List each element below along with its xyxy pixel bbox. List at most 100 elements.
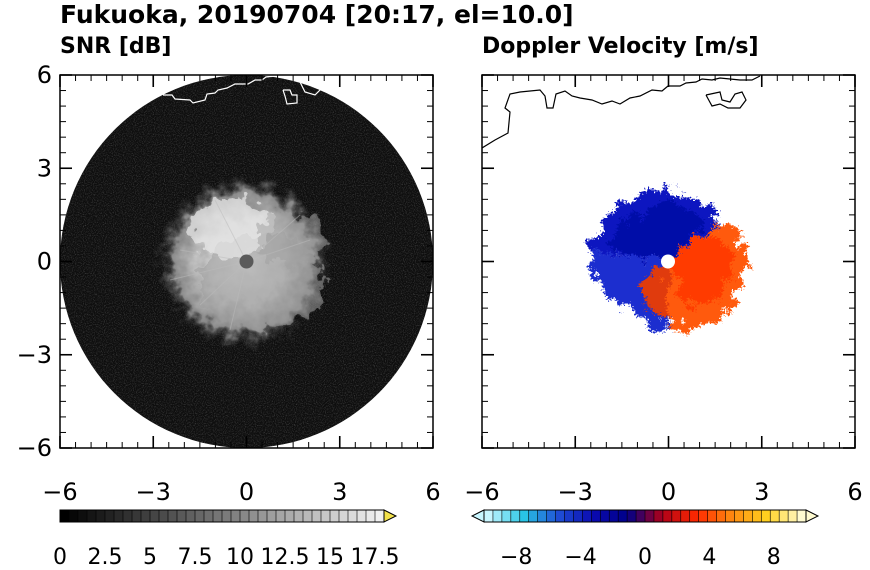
velocity-colorbar bbox=[470, 509, 820, 523]
snr-colorbar-segment bbox=[375, 510, 385, 522]
velocity-colorbar-segment bbox=[662, 510, 673, 522]
x-tick-label: 6 bbox=[847, 478, 862, 506]
velocity-colorbar-segment bbox=[609, 510, 619, 522]
x-tick-label: −3 bbox=[136, 478, 171, 506]
velocity-colorbar-segment bbox=[528, 510, 539, 522]
snr-colorbar-segment bbox=[177, 510, 187, 522]
snr-colorbar-segment bbox=[312, 510, 322, 522]
velocity-echo bbox=[590, 188, 748, 330]
figure-title: Fukuoka, 20190704 [20:17, el=10.0] bbox=[60, 0, 574, 29]
snr-colorbar-segment bbox=[141, 510, 151, 522]
velocity-colorbar-segment bbox=[519, 510, 530, 522]
velocity-colorbar-extend-min bbox=[470, 509, 485, 523]
velocity-panel-title: Doppler Velocity [m/s] bbox=[482, 34, 759, 59]
velocity-colorbar-segment bbox=[671, 510, 682, 522]
x-tick-label: −3 bbox=[558, 478, 593, 506]
snr-colorbar-segment bbox=[231, 510, 241, 522]
snr-colorbar-label: 2.5 bbox=[88, 545, 123, 570]
snr-colorbar-segment bbox=[366, 510, 376, 522]
x-tick-label: 3 bbox=[754, 478, 769, 506]
velocity-colorbar-segment bbox=[546, 510, 557, 522]
snr-colorbar-label: 7.5 bbox=[178, 545, 213, 570]
velocity-colorbar-segment bbox=[492, 510, 503, 522]
velocity-colorbar-label: 8 bbox=[767, 545, 781, 570]
snr-colorbar-segment bbox=[168, 510, 178, 522]
velocity-colorbar-segment bbox=[707, 510, 718, 522]
x-tick-label: 3 bbox=[332, 478, 347, 506]
snr-radial-streaks bbox=[169, 199, 311, 331]
snr-colorbar-segment bbox=[339, 510, 349, 522]
velocity-negative-inner bbox=[612, 204, 705, 261]
snr-colorbar-segment bbox=[159, 510, 169, 522]
velocity-colorbar-segment bbox=[537, 510, 548, 522]
snr-colorbar-segment bbox=[87, 510, 97, 522]
velocity-colorbar-labels: −8 −4 0 4 8 bbox=[500, 545, 781, 570]
velocity-colorbar-segment bbox=[779, 510, 789, 522]
y-tick-label: 3 bbox=[37, 154, 52, 182]
velocity-colorbar-segment bbox=[582, 510, 592, 522]
snr-colorbar-segment bbox=[60, 510, 70, 522]
snr-colorbar-segment bbox=[357, 510, 367, 522]
snr-y-tick-labels: 6 3 0 −3 −6 bbox=[17, 61, 52, 462]
velocity-colorbar-label: 0 bbox=[638, 545, 652, 570]
snr-colorbar-segment bbox=[114, 510, 124, 522]
velocity-colorbar-segment bbox=[501, 510, 512, 522]
x-tick-label: 0 bbox=[661, 478, 676, 506]
velocity-colorbar-segment bbox=[752, 510, 762, 522]
snr-colorbar-label: 17.5 bbox=[351, 545, 400, 570]
velocity-colorbar-segment bbox=[734, 510, 744, 522]
snr-colorbar-segment bbox=[96, 510, 106, 522]
velocity-colorbar-segment bbox=[510, 510, 521, 522]
snr-axis-ticks bbox=[59, 74, 434, 449]
velocity-colorbar-segment bbox=[761, 510, 771, 522]
snr-colorbar-label: 5 bbox=[143, 545, 157, 570]
snr-colorbar-segment bbox=[222, 510, 232, 522]
snr-colorbar-segment bbox=[186, 510, 196, 522]
velocity-coastline bbox=[482, 75, 761, 149]
x-tick-label: −6 bbox=[464, 478, 499, 506]
snr-colorbar-segment bbox=[321, 510, 331, 522]
snr-colorbar-segment bbox=[303, 510, 313, 522]
snr-colorbar-segment bbox=[123, 510, 133, 522]
y-tick-label: −6 bbox=[17, 434, 52, 462]
y-tick-label: 0 bbox=[37, 248, 52, 276]
velocity-colorbar-segment bbox=[653, 510, 664, 522]
snr-colorbar-segment bbox=[132, 510, 142, 522]
snr-colorbar-label: 10 bbox=[226, 545, 254, 570]
velocity-colorbar-segment bbox=[636, 510, 646, 522]
snr-colorbar-segment bbox=[78, 510, 88, 522]
snr-colorbar-segment bbox=[330, 510, 340, 522]
snr-colorbar-segment bbox=[240, 510, 250, 522]
velocity-axis-ticks bbox=[481, 74, 856, 449]
snr-colorbar-segment bbox=[348, 510, 358, 522]
x-tick-label: 0 bbox=[239, 478, 254, 506]
velocity-colorbar-segment bbox=[788, 510, 798, 522]
velocity-colorbar-segment bbox=[743, 510, 753, 522]
snr-colorbar-segment bbox=[267, 510, 277, 522]
snr-colorbar-extend-max bbox=[383, 509, 398, 523]
velocity-colorbar-label: −8 bbox=[500, 545, 532, 570]
velocity-colorbar-label: 4 bbox=[702, 545, 716, 570]
snr-colorbar-segment bbox=[294, 510, 304, 522]
velocity-colorbar-segment bbox=[698, 510, 709, 522]
snr-colorbar-segment bbox=[285, 510, 295, 522]
snr-colorbar-segment bbox=[276, 510, 286, 522]
snr-colorbar-segment bbox=[249, 510, 259, 522]
velocity-colorbar-segment bbox=[484, 510, 494, 522]
snr-coastline bbox=[163, 75, 323, 105]
velocity-southwest-region bbox=[590, 250, 668, 330]
velocity-colorbar-segment bbox=[770, 510, 780, 522]
velocity-colorbar-segment bbox=[564, 510, 574, 522]
velocity-panel bbox=[482, 75, 855, 448]
velocity-colorbar-segment bbox=[573, 510, 583, 522]
snr-colorbar-segment bbox=[69, 510, 79, 522]
snr-panel-title: SNR [dB] bbox=[60, 34, 172, 59]
snr-colorbar-segment bbox=[150, 510, 160, 522]
velocity-colorbar-extend-max bbox=[805, 509, 820, 523]
velocity-colorbar-segment bbox=[645, 510, 655, 522]
velocity-colorbar-label: −4 bbox=[564, 545, 596, 570]
snr-colorbar-label: 0 bbox=[53, 545, 67, 570]
velocity-colorbar-segment bbox=[725, 510, 735, 522]
velocity-x-tick-labels: −6 −3 0 3 6 bbox=[464, 478, 862, 506]
snr-x-tick-labels: −6 −3 0 3 6 bbox=[42, 478, 440, 506]
